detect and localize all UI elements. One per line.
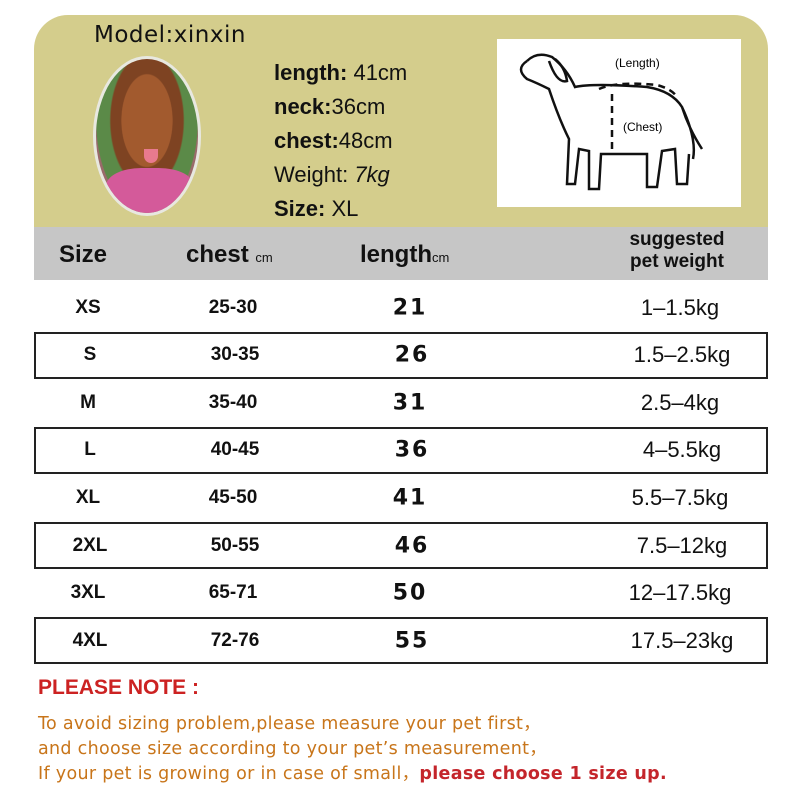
header-chest: chest cm	[186, 241, 273, 268]
cell-size: S	[83, 344, 97, 366]
note-line-3: If your pet is growing or in case of sma…	[38, 764, 667, 784]
cell-size: XS	[75, 296, 101, 318]
cell-weight: 2.5–4kg	[640, 389, 720, 415]
cell-length: 21	[392, 295, 428, 320]
note-line-2: and choose size according to your pet’s …	[38, 739, 548, 759]
table-row: 4XL 72-76 55 17.5–23kg	[34, 617, 768, 665]
cell-length: 55	[394, 628, 430, 654]
table-row: L 40-45 36 4–5.5kg	[34, 426, 768, 474]
cell-weight: 1–1.5kg	[640, 294, 720, 320]
cell-weight: 1.5–2.5kg	[633, 342, 731, 368]
spec-weight: Weight: 7kg	[274, 162, 390, 187]
length-label: (Length)	[615, 56, 660, 70]
cell-length: 36	[394, 437, 430, 463]
model-name: Model:xinxin	[94, 22, 246, 48]
note-title: PLEASE NOTE :	[38, 676, 200, 699]
cell-size: M	[80, 391, 96, 413]
model-specs: length: 41cm neck:36cm chest:48cm Weight…	[274, 56, 407, 226]
table-row: 3XL 65-71 50 12–17.5kg	[34, 570, 768, 617]
header-size: Size	[59, 241, 108, 268]
cell-size: L	[84, 439, 96, 461]
cell-weight: 17.5–23kg	[630, 627, 734, 653]
cell-length: 50	[392, 580, 428, 606]
table-row: XL 45-50 41 5.5–7.5kg	[34, 474, 768, 521]
table-row: 2XL 50-55 46 7.5–12kg	[34, 522, 768, 569]
model-dog-photo	[93, 56, 201, 216]
cell-size: 4XL	[72, 629, 108, 651]
header-length: lengthcm	[360, 241, 450, 268]
cell-chest: 40-45	[210, 439, 260, 461]
cell-length: 31	[392, 390, 428, 416]
cell-chest: 25-30	[208, 296, 258, 318]
dog-outline-icon: (Length) (Chest)	[519, 53, 704, 191]
cell-chest: 35-40	[208, 391, 258, 413]
note-line-1: To avoid sizing problem,please measure y…	[38, 714, 541, 734]
cell-chest: 72-76	[210, 629, 260, 651]
cell-weight: 4–5.5kg	[642, 437, 722, 463]
spec-neck: neck:36cm	[274, 94, 386, 119]
chest-label: (Chest)	[623, 120, 662, 134]
cell-weight: 12–17.5kg	[628, 580, 732, 606]
cell-length: 26	[394, 342, 430, 368]
cell-chest: 50-55	[210, 534, 260, 556]
cell-size: 3XL	[70, 582, 106, 604]
table-row: XS 25-30 21 1–1.5kg	[34, 284, 768, 331]
spec-chest: chest:48cm	[274, 128, 393, 153]
measure-diagram: (Length) (Chest)	[497, 39, 741, 207]
table-row: S 30-35 26 1.5–2.5kg	[34, 331, 768, 379]
cell-chest: 45-50	[208, 486, 258, 508]
table-header: Size chest cm lengthcm suggested pet weig…	[34, 227, 768, 280]
cell-length: 46	[394, 533, 430, 558]
cell-length: 41	[392, 485, 428, 511]
cell-weight: 7.5–12kg	[636, 532, 728, 558]
cell-chest: 65-71	[208, 582, 258, 604]
spec-size: Size: XL	[274, 196, 359, 221]
spec-length: length: 41cm	[274, 60, 408, 85]
header-weight: suggested pet weight	[629, 229, 725, 272]
cell-chest: 30-35	[210, 344, 260, 366]
cell-size: XL	[75, 486, 101, 508]
table-row: M 35-40 31 2.5–4kg	[34, 379, 768, 426]
cell-size: 2XL	[72, 534, 108, 556]
cell-weight: 5.5–7.5kg	[631, 484, 729, 510]
